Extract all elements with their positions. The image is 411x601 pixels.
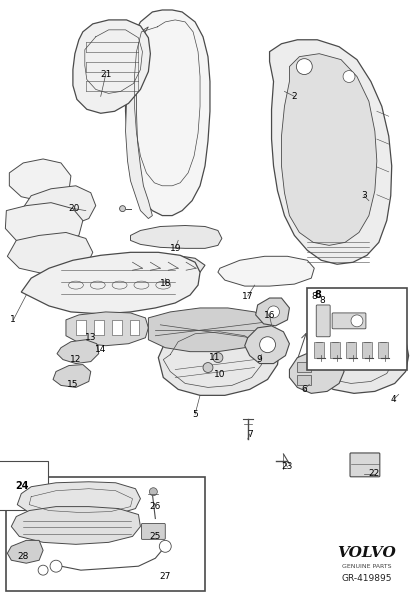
Circle shape	[120, 206, 125, 212]
Polygon shape	[5, 203, 83, 246]
Text: 19: 19	[169, 244, 181, 253]
Circle shape	[159, 540, 171, 552]
Bar	[314, 342, 324, 358]
Bar	[307, 288, 406, 370]
Text: 16: 16	[264, 311, 275, 320]
Text: 25: 25	[150, 532, 161, 541]
Bar	[76, 320, 86, 335]
Text: 24: 24	[15, 481, 29, 491]
Circle shape	[203, 362, 213, 373]
Polygon shape	[73, 20, 150, 113]
Bar	[298, 376, 311, 385]
Circle shape	[260, 337, 275, 353]
Polygon shape	[125, 27, 152, 219]
Polygon shape	[21, 186, 96, 227]
Text: 15: 15	[67, 380, 79, 389]
Text: 11: 11	[209, 353, 221, 362]
Text: 28: 28	[18, 552, 29, 561]
Bar	[346, 342, 356, 358]
Polygon shape	[256, 298, 289, 326]
Text: GR-419895: GR-419895	[342, 573, 392, 582]
Polygon shape	[245, 326, 289, 364]
Polygon shape	[282, 53, 377, 245]
Text: 6: 6	[301, 385, 307, 394]
Text: 21: 21	[100, 70, 111, 79]
Circle shape	[213, 353, 223, 362]
Polygon shape	[218, 256, 314, 286]
Text: 4: 4	[391, 395, 397, 404]
Circle shape	[149, 488, 157, 496]
Text: 8: 8	[319, 296, 325, 305]
Polygon shape	[57, 340, 99, 364]
Bar	[129, 320, 139, 335]
FancyBboxPatch shape	[350, 453, 380, 477]
Text: 13: 13	[85, 333, 97, 342]
Text: 17: 17	[242, 291, 254, 300]
Circle shape	[50, 560, 62, 572]
Polygon shape	[125, 10, 210, 216]
FancyBboxPatch shape	[316, 305, 330, 337]
Text: GENUINE PARTS: GENUINE PARTS	[342, 564, 392, 569]
Bar	[94, 320, 104, 335]
Polygon shape	[158, 322, 279, 395]
Bar	[298, 362, 311, 371]
Text: 8: 8	[312, 291, 317, 300]
Text: 18: 18	[159, 279, 171, 288]
Text: 22: 22	[368, 469, 379, 478]
Text: 14: 14	[95, 345, 106, 354]
Circle shape	[351, 315, 363, 327]
Text: 9: 9	[257, 355, 263, 364]
Text: 27: 27	[159, 572, 171, 581]
Polygon shape	[66, 312, 148, 346]
Circle shape	[38, 565, 48, 575]
Text: 23: 23	[282, 462, 293, 471]
Polygon shape	[7, 233, 93, 273]
Text: 1: 1	[10, 316, 16, 325]
Polygon shape	[131, 225, 222, 248]
Bar	[6, 477, 205, 591]
Circle shape	[343, 70, 355, 82]
Polygon shape	[7, 540, 43, 563]
Text: 2: 2	[291, 92, 297, 101]
FancyBboxPatch shape	[332, 313, 366, 329]
Polygon shape	[148, 308, 272, 352]
Text: 10: 10	[214, 370, 226, 379]
Polygon shape	[119, 255, 205, 278]
Bar	[330, 342, 340, 358]
Bar	[378, 342, 388, 358]
Polygon shape	[12, 507, 141, 545]
Text: 8: 8	[314, 290, 321, 300]
Bar	[112, 320, 122, 335]
Circle shape	[268, 306, 279, 318]
Polygon shape	[289, 352, 344, 394]
Text: 3: 3	[361, 191, 367, 200]
Polygon shape	[21, 252, 200, 314]
Text: 12: 12	[70, 355, 81, 364]
Text: 7: 7	[247, 430, 253, 439]
Polygon shape	[17, 482, 141, 516]
Text: 5: 5	[192, 410, 198, 419]
Polygon shape	[53, 365, 91, 388]
Text: VOLVO: VOLVO	[337, 546, 396, 560]
Polygon shape	[9, 159, 71, 201]
Text: 26: 26	[150, 502, 161, 511]
FancyBboxPatch shape	[141, 523, 165, 539]
Bar	[362, 342, 372, 358]
Text: 20: 20	[68, 204, 80, 213]
Polygon shape	[270, 40, 392, 264]
Circle shape	[296, 59, 312, 75]
Polygon shape	[309, 316, 409, 394]
